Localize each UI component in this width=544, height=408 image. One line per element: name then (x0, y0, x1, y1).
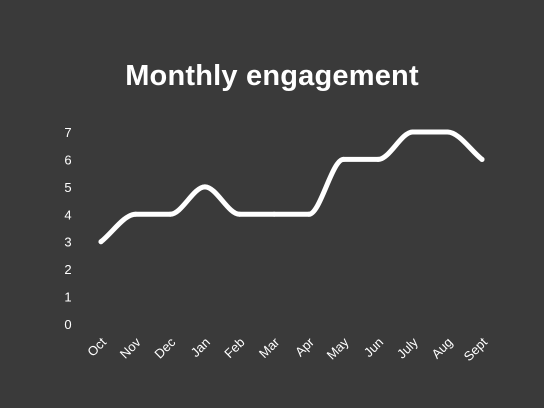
data-point (271, 211, 277, 217)
data-point (410, 129, 416, 135)
series-group (98, 129, 485, 245)
data-point (133, 211, 139, 217)
data-point (444, 129, 450, 135)
data-point (167, 211, 173, 217)
data-point (202, 184, 208, 190)
y-tick-label: 3 (64, 235, 71, 250)
x-tick-label: Oct (84, 334, 109, 359)
x-tick-label: July (394, 334, 421, 361)
data-point (479, 156, 485, 162)
x-tick-label: Jan (188, 335, 213, 360)
y-tick-label: 7 (64, 125, 71, 140)
y-tick-label: 4 (64, 207, 71, 222)
x-tick-label: Nov (117, 334, 144, 361)
x-tick-label: Dec (151, 334, 178, 361)
y-tick-label: 0 (64, 317, 71, 332)
x-axis-ticks: Oct Nov Dec Jan Feb Mar Apr May Jun July Aug Sept (84, 334, 490, 364)
x-tick-label: Aug (429, 335, 456, 362)
x-tick-label: Mar (256, 334, 283, 361)
chart-title: Monthly engagement (125, 60, 419, 92)
x-tick-label: Jun (361, 335, 386, 360)
x-tick-label: Apr (292, 334, 317, 359)
y-tick-label: 5 (64, 180, 71, 195)
series-line (98, 129, 485, 245)
y-tick-label: 1 (64, 290, 71, 305)
y-tick-label: 6 (64, 152, 71, 167)
data-point (306, 211, 312, 217)
x-tick-label: Sept (461, 334, 491, 364)
data-point (98, 239, 104, 245)
y-axis-ticks: 0 1 2 3 4 5 6 7 (64, 125, 71, 332)
y-tick-label: 2 (64, 262, 71, 277)
data-point (237, 211, 243, 217)
x-tick-label: May (324, 334, 352, 362)
data-point (340, 156, 346, 162)
x-tick-label: Feb (221, 335, 247, 361)
data-point (375, 156, 381, 162)
